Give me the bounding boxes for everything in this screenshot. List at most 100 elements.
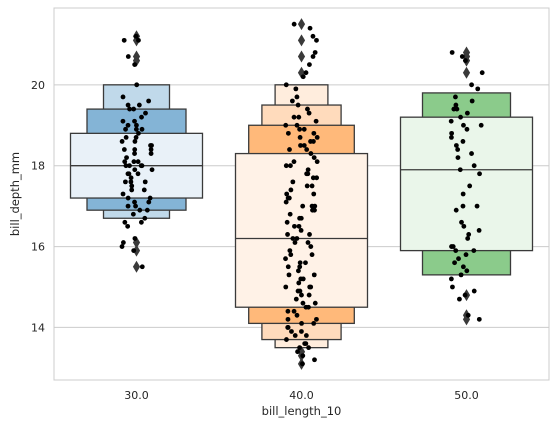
data-point bbox=[285, 232, 290, 237]
data-point bbox=[312, 357, 317, 363]
data-point bbox=[144, 207, 150, 213]
data-point bbox=[143, 110, 148, 116]
data-point bbox=[305, 106, 310, 112]
data-point bbox=[460, 191, 466, 197]
data-point bbox=[284, 219, 290, 225]
data-point bbox=[297, 264, 303, 270]
data-point bbox=[293, 86, 299, 92]
data-point bbox=[311, 130, 317, 136]
data-point bbox=[301, 126, 307, 132]
data-point bbox=[311, 320, 317, 326]
data-point bbox=[312, 50, 318, 55]
data-point bbox=[284, 191, 290, 197]
data-point bbox=[314, 316, 319, 322]
data-point bbox=[458, 272, 464, 278]
data-point bbox=[304, 183, 310, 189]
data-point bbox=[449, 134, 454, 140]
data-point bbox=[137, 207, 143, 213]
data-point bbox=[312, 300, 318, 306]
data-point bbox=[297, 215, 302, 221]
data-point bbox=[464, 110, 470, 116]
data-point bbox=[297, 134, 303, 140]
data-point bbox=[122, 219, 128, 225]
data-point bbox=[449, 130, 455, 136]
data-point bbox=[285, 130, 291, 136]
data-point bbox=[123, 179, 128, 185]
data-point bbox=[138, 219, 144, 225]
data-point bbox=[457, 167, 463, 173]
data-point bbox=[142, 215, 148, 221]
data-point bbox=[126, 171, 132, 177]
data-point bbox=[308, 139, 313, 144]
data-point bbox=[123, 134, 129, 140]
data-point bbox=[141, 187, 147, 193]
data-point bbox=[478, 122, 484, 128]
outlier-marker bbox=[297, 50, 306, 63]
y-tick-label: 14 bbox=[31, 321, 45, 334]
data-point bbox=[125, 203, 131, 209]
data-point bbox=[311, 191, 317, 197]
data-point bbox=[306, 292, 312, 298]
data-point bbox=[132, 236, 138, 241]
data-point bbox=[119, 244, 125, 249]
data-point bbox=[123, 163, 129, 169]
data-point bbox=[310, 33, 316, 39]
data-point bbox=[306, 345, 311, 351]
data-point bbox=[306, 110, 312, 116]
data-point bbox=[460, 203, 466, 209]
data-point bbox=[309, 183, 315, 189]
data-point bbox=[308, 284, 314, 290]
data-point bbox=[299, 320, 304, 326]
data-point bbox=[122, 159, 128, 165]
data-point bbox=[465, 312, 471, 318]
data-point bbox=[463, 252, 469, 258]
data-point bbox=[283, 199, 289, 205]
data-point bbox=[467, 183, 473, 189]
data-point bbox=[453, 207, 459, 213]
strip-points bbox=[119, 21, 485, 367]
data-point bbox=[477, 171, 482, 177]
data-point bbox=[305, 167, 311, 173]
data-point bbox=[292, 333, 298, 338]
data-point bbox=[448, 118, 454, 124]
data-point bbox=[132, 139, 138, 144]
data-point bbox=[303, 70, 309, 76]
data-point bbox=[455, 147, 461, 152]
boxen-group bbox=[69, 30, 204, 273]
data-point bbox=[469, 82, 474, 88]
data-point bbox=[149, 143, 154, 148]
y-tick-label: 18 bbox=[31, 160, 45, 173]
data-point bbox=[120, 118, 126, 124]
data-point bbox=[136, 37, 141, 43]
data-point bbox=[132, 62, 138, 68]
data-point bbox=[458, 114, 463, 120]
data-point bbox=[300, 276, 306, 282]
data-point bbox=[289, 329, 294, 334]
data-point bbox=[465, 236, 471, 241]
data-point bbox=[448, 276, 454, 282]
data-point bbox=[295, 288, 301, 294]
data-point bbox=[121, 37, 127, 43]
data-point bbox=[135, 171, 141, 177]
data-point bbox=[294, 94, 300, 100]
data-point bbox=[129, 183, 135, 189]
data-point bbox=[146, 98, 152, 104]
plot-border bbox=[53, 7, 550, 381]
data-point bbox=[304, 147, 310, 152]
data-point bbox=[142, 179, 148, 185]
data-point bbox=[449, 244, 454, 249]
data-point bbox=[129, 187, 135, 193]
data-point bbox=[133, 203, 138, 209]
data-point bbox=[149, 167, 155, 173]
data-point bbox=[285, 316, 291, 322]
outlier-marker bbox=[462, 66, 471, 79]
data-point bbox=[300, 300, 306, 306]
data-point bbox=[128, 175, 134, 181]
data-point bbox=[283, 256, 288, 262]
data-point bbox=[285, 264, 291, 270]
data-point bbox=[464, 126, 470, 132]
data-point bbox=[296, 280, 302, 286]
data-point bbox=[125, 195, 131, 201]
data-point bbox=[131, 106, 137, 112]
data-point bbox=[308, 151, 314, 156]
